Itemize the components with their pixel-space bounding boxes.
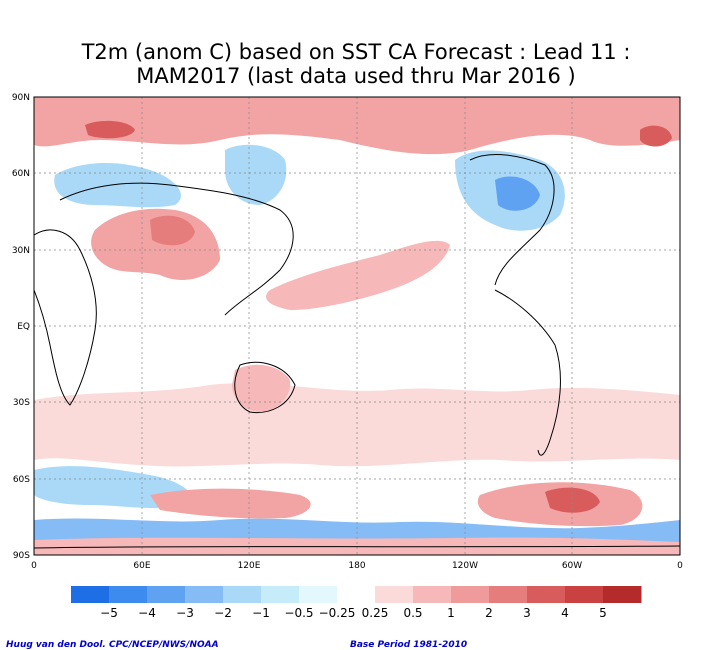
longitude-labels: 0 60E 120E 180 120W 60W 0 (31, 561, 683, 571)
base-period-text: Base Period 1981-2010 (350, 640, 468, 650)
siberia-cold (225, 144, 287, 205)
legend-label: 0.5 (403, 606, 422, 620)
eurasia-cold (54, 163, 181, 208)
arctic-strong-warm-east (640, 125, 672, 147)
legend-label: −3 (176, 606, 194, 620)
lat-label: 90N (12, 93, 30, 103)
legend-swatch (565, 586, 604, 603)
legend-swatch (527, 586, 566, 603)
legend-swatch (375, 586, 414, 603)
legend-label: −1 (252, 606, 270, 620)
legend-swatch (147, 586, 186, 603)
legend-label: 5 (599, 606, 607, 620)
coastlines (34, 154, 680, 549)
lat-label: 60N (12, 169, 30, 179)
lat-label: 30N (12, 246, 30, 256)
australia-warm (232, 364, 291, 412)
legend-label: −5 (100, 606, 118, 620)
legend-swatch (489, 586, 528, 603)
north-america-cold-core (495, 176, 540, 211)
legend-color-bar (71, 586, 642, 603)
map-title-line1: T2m (anom C) based on SST CA Forecast : … (81, 40, 631, 64)
legend-swatch (223, 586, 262, 603)
legend-swatch (71, 586, 110, 603)
legend-swatch (299, 586, 338, 603)
arctic-warm-band (34, 97, 680, 155)
map-plot-area (34, 97, 680, 555)
plot-frame (33, 96, 681, 556)
legend-swatch (337, 586, 376, 603)
lat-label: 60S (13, 475, 30, 485)
graticule (34, 97, 680, 555)
credit-text: Huug van den Dool. CPC/NCEP/NWS/NOAA (6, 640, 219, 650)
legend-label: 2 (485, 606, 493, 620)
south-atlantic-warm-core (545, 487, 600, 513)
southern-warm-band (34, 383, 680, 467)
legend-labels: −5 −4 −3 −2 −1 −0.5 −0.25 0.25 0.5 1 2 3 4 5 (100, 606, 607, 620)
legend-label: −0.5 (284, 606, 313, 620)
lon-label: 120E (238, 561, 261, 571)
latitude-labels: 90N 60N 30N EQ 30S 60S 90S (12, 93, 30, 561)
lat-label: 90S (13, 551, 30, 561)
legend-label: 1 (447, 606, 455, 620)
legend-swatch (109, 586, 148, 603)
legend-label: −2 (214, 606, 232, 620)
pacific-warm-tongue (266, 240, 450, 310)
lat-label: 30S (13, 398, 30, 408)
lat-label: EQ (17, 322, 30, 332)
map-title-line2: MAM2017 (last data used thru Mar 2016 ) (136, 64, 576, 88)
lon-label: 0 (31, 561, 37, 571)
lon-label: 180 (348, 561, 365, 571)
legend-swatch (261, 586, 300, 603)
legend-label: −0.25 (319, 606, 356, 620)
arctic-strong-warm (85, 120, 135, 139)
asia-warm-core (150, 215, 195, 246)
legend-label: 3 (523, 606, 531, 620)
legend-swatch (451, 586, 490, 603)
lon-label: 60W (562, 561, 582, 571)
legend-swatch (185, 586, 224, 603)
legend-label: −4 (138, 606, 156, 620)
legend-label: 0.25 (362, 606, 389, 620)
lon-label: 120W (452, 561, 478, 571)
southern-ocean-warm (150, 488, 311, 519)
legend-label: 4 (561, 606, 569, 620)
lon-label: 60E (133, 561, 150, 571)
legend-swatch (413, 586, 452, 603)
legend-swatch (603, 586, 642, 603)
lon-label: 0 (677, 561, 683, 571)
